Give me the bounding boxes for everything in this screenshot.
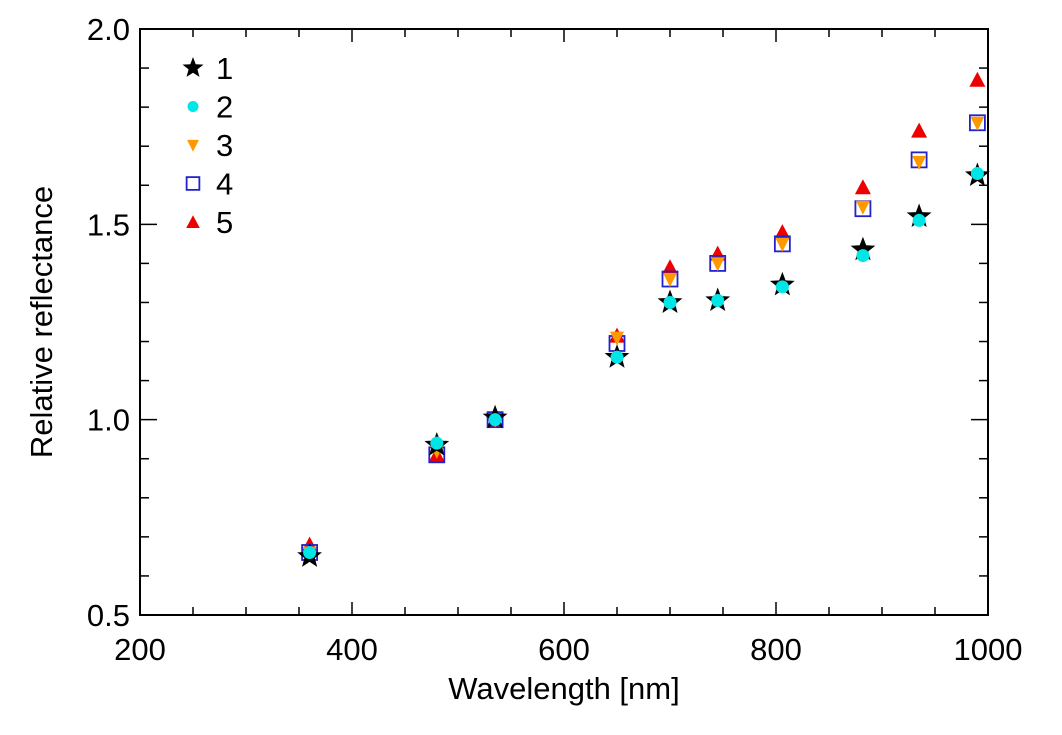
data-point-series-5 <box>662 259 678 275</box>
data-point-series-1 <box>850 236 876 261</box>
data-point-series-2 <box>610 350 624 364</box>
data-point-series-5 <box>911 122 928 138</box>
data-point-series-5 <box>709 245 726 261</box>
legend: 1 23 45 <box>182 51 233 240</box>
x-tick-label: 1000 <box>954 632 1023 667</box>
legend-item-1: 1 <box>182 51 233 86</box>
legend-item-3: 3 <box>187 128 233 163</box>
axis-ticks <box>139 28 989 616</box>
data-point-series-2 <box>488 413 502 427</box>
data-point-series-3 <box>663 273 677 288</box>
y-axis-label: Relative reflectance <box>24 186 59 458</box>
data-point-series-2 <box>430 436 444 450</box>
plot-frame <box>139 28 989 616</box>
data-point-series-2 <box>663 295 677 309</box>
data-point-series-3 <box>970 116 985 131</box>
y-tick-label: 2.0 <box>87 12 130 47</box>
data-point-series-3 <box>610 331 624 346</box>
y-tick-label: 0.5 <box>87 598 130 633</box>
y-tick-label: 1.0 <box>87 403 130 438</box>
legend-label: 5 <box>216 205 233 240</box>
legend-label: 3 <box>216 128 233 163</box>
data-point-series-3 <box>710 257 725 272</box>
legend-item-2: 2 <box>187 90 233 125</box>
legend-label: 4 <box>216 167 233 202</box>
tick-labels: 200 400 600 800 1000 0.5 1.0 1.5 2.0 <box>87 12 1023 667</box>
x-tick-label: 200 <box>114 632 166 667</box>
data-point-series-2 <box>912 213 926 227</box>
legend-item-5: 5 <box>186 205 233 240</box>
data-point-series-3 <box>912 155 927 170</box>
x-tick-label: 800 <box>750 632 802 667</box>
data-point-series-5 <box>969 71 986 87</box>
data-point-series-2 <box>970 167 984 181</box>
x-tick-label: 600 <box>538 632 590 667</box>
data-point-series-5 <box>774 224 791 240</box>
legend-marker-triangle-down-icon <box>187 139 199 152</box>
legend-label: 1 <box>216 51 233 86</box>
data-point-series-2 <box>303 545 317 559</box>
legend-label: 2 <box>216 90 233 125</box>
data-point-series-3 <box>775 237 790 252</box>
legend-marker-circle-icon <box>187 100 199 113</box>
legend-item-4: 4 <box>185 167 233 202</box>
data-points <box>297 71 990 567</box>
data-point-series-2 <box>711 294 725 308</box>
data-point-series-5 <box>854 179 871 195</box>
y-tick-label: 1.5 <box>87 207 130 242</box>
data-point-series-2 <box>856 249 870 263</box>
data-point-series-2 <box>775 280 789 294</box>
x-axis-label: Wavelength [nm] <box>448 671 679 706</box>
legend-marker-square-icon <box>185 176 201 191</box>
legend-marker-triangle-up-icon <box>186 215 200 228</box>
data-point-series-3 <box>855 200 870 215</box>
legend-marker-star-icon <box>182 57 204 77</box>
x-tick-label: 400 <box>326 632 378 667</box>
